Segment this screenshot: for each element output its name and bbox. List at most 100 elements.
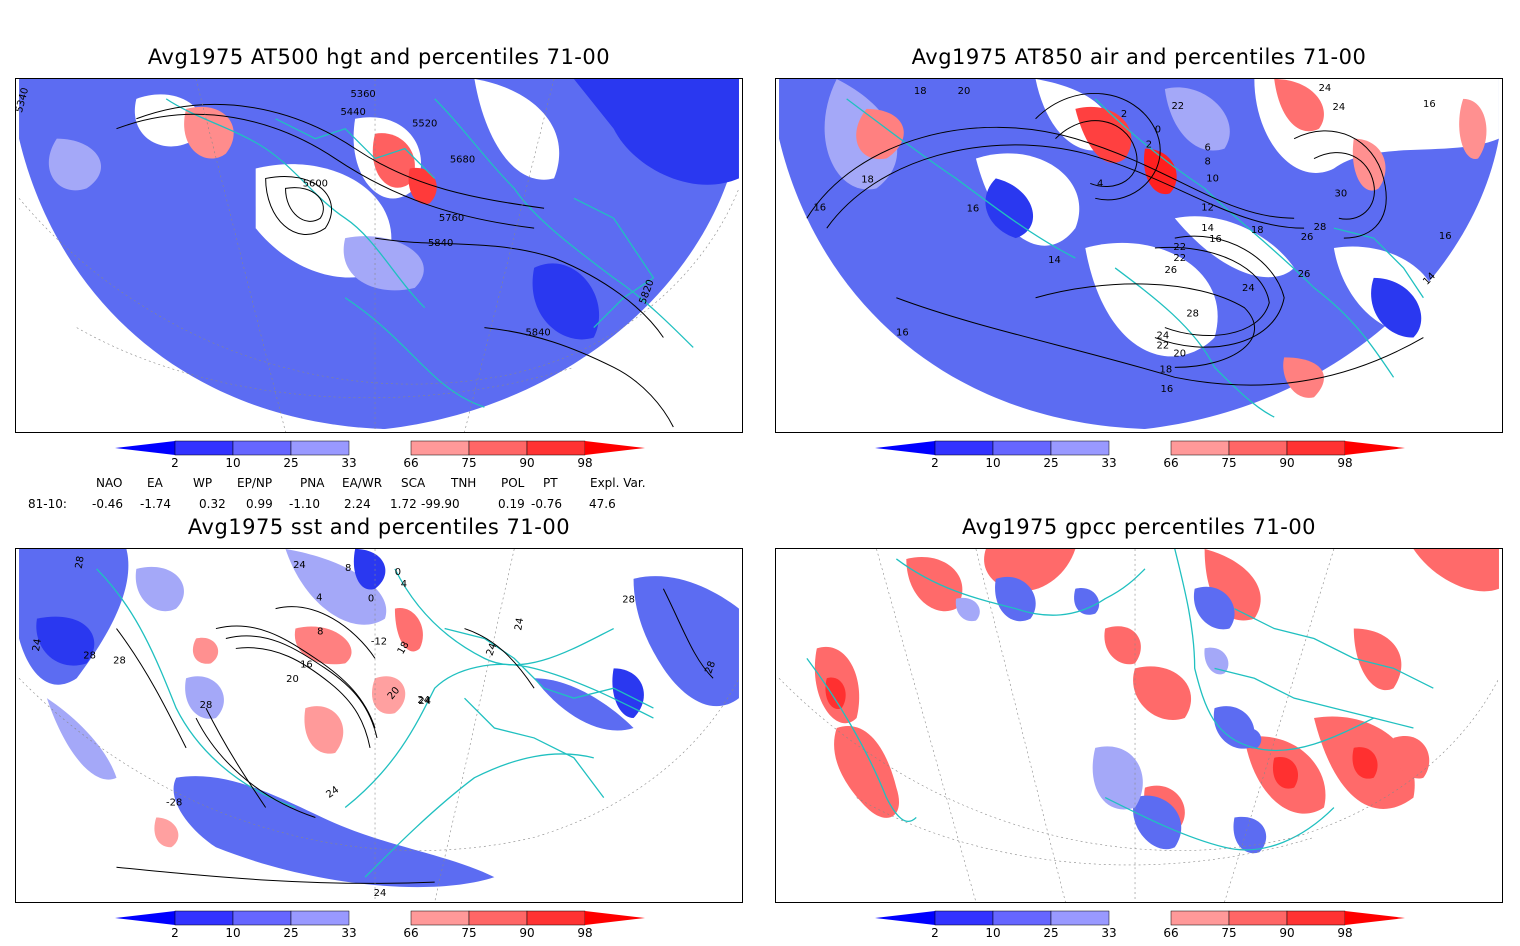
contour-label: 20 [958, 86, 971, 97]
contour-label: 16 [813, 202, 826, 213]
contour-label: 5440 [340, 107, 365, 118]
contour-label: 24 [293, 560, 306, 571]
contour-label: 5840 [525, 328, 550, 339]
index-header: PNA [300, 476, 325, 490]
contour-label: 22 [1173, 242, 1186, 253]
contour-label: 2 [1121, 109, 1127, 120]
index-value: -0.76 [531, 497, 563, 511]
contour-label: 4 [1097, 178, 1103, 189]
colorbar-arrow-low [115, 911, 175, 925]
colorbar-arrow-low [875, 441, 935, 455]
colorbar-label: 90 [519, 456, 535, 470]
contour-label: 14 [1048, 255, 1061, 266]
contour-label: 26 [1301, 232, 1314, 243]
colorbar-labels: 2 10 25 33 66 75 90 98 [115, 926, 645, 940]
map-hgt-svg: 5340 5360 5440 5520 5600 5680 5760 5840 … [16, 79, 740, 432]
colorbar-label: 98 [577, 926, 593, 940]
colorbar-label: 25 [283, 926, 299, 940]
colorbar-label: 10 [225, 926, 241, 940]
contour-label: 28 [1186, 309, 1199, 320]
index-header: EA [147, 476, 163, 490]
colorbar-label: 33 [1101, 926, 1117, 940]
map-sst-svg: 28 24 28 28 24 8 4 0 0 4 -12 18 8 16 20 … [18, 549, 740, 902]
index-value: -1.74 [140, 497, 172, 511]
index-value: -0.46 [92, 497, 124, 511]
colorbar-arrow-high [585, 441, 645, 455]
index-value: -1.10 [289, 497, 321, 511]
contour-label: 6 [1204, 143, 1210, 154]
contour-label: 28 [83, 650, 96, 661]
colorbar-svg [115, 440, 645, 456]
colorbar-label: 10 [985, 926, 1001, 940]
colorbar-label: 75 [1221, 456, 1237, 470]
contour-label: 18 [396, 640, 412, 656]
index-value: -99.90 [421, 497, 460, 511]
contour-label: 24 [418, 696, 431, 707]
contour-label: 5760 [439, 213, 464, 224]
contour-label: 24 [374, 888, 387, 899]
colorbar-label: 66 [1163, 456, 1179, 470]
colorbar-label: 75 [461, 456, 477, 470]
index-headers: NAO EA WP EP/NP PNA EA/WR SCA TNH POL PT… [0, 476, 760, 492]
contour-label: 8 [345, 563, 351, 574]
contour-label: -12 [371, 636, 387, 647]
map-air-svg: 18 20 22 24 24 16 2 0 2 6 8 4 10 12 14 1… [779, 79, 1499, 430]
contour-label: 16 [300, 659, 313, 670]
contour-label: 0 [1155, 125, 1161, 136]
colorbar-label: 75 [461, 926, 477, 940]
colorbar-label: 66 [1163, 926, 1179, 940]
index-header: WP [193, 476, 213, 490]
colorbar-bottom-right: 2 10 25 33 66 75 90 98 [875, 910, 1405, 946]
colorbar-label: 10 [985, 456, 1001, 470]
colorbar-label: 2 [171, 456, 179, 470]
contour-label: 26 [1298, 269, 1311, 280]
contour-label: 18 [1251, 225, 1264, 236]
colorbar-top-left: 2 10 25 33 66 75 90 98 [115, 440, 645, 476]
contour-label: 22 [1171, 101, 1184, 112]
colorbar-label: 75 [1221, 926, 1237, 940]
colorbar-label: 2 [931, 926, 939, 940]
contour-label: 4 [316, 593, 322, 604]
index-value: 0.19 [498, 497, 525, 511]
index-value: 1.72 [390, 497, 417, 511]
colorbar-label: 33 [341, 456, 357, 470]
contour-label: 16 [1423, 99, 1436, 110]
contour-label: 2 [1146, 140, 1152, 151]
contour-label: 16 [967, 203, 980, 214]
index-header: POL [501, 476, 525, 490]
contour-label: 24 [1319, 83, 1332, 94]
colorbar-labels: 2 10 25 33 66 75 90 98 [875, 456, 1405, 470]
contour-label: 0 [368, 594, 374, 605]
contour-label: 18 [861, 174, 874, 185]
colorbar-label: 66 [403, 926, 419, 940]
colorbar-label: 10 [225, 456, 241, 470]
colorbar-label: 25 [1043, 926, 1059, 940]
contour-label: 14 [1201, 223, 1214, 234]
index-header: EP/NP [237, 476, 273, 490]
index-value: 0.99 [246, 497, 273, 511]
contour-label: 24 [1157, 331, 1170, 342]
colorbar-arrow-high [585, 911, 645, 925]
colorbar-svg [875, 910, 1405, 926]
colorbar-arrow-high [1345, 441, 1405, 455]
contour-label: 28 [1314, 222, 1327, 233]
contour-label: 24 [513, 617, 526, 631]
map-gpcc-svg [778, 549, 1500, 902]
contour-label: 24 [485, 642, 500, 658]
contour-label: 16 [1209, 234, 1222, 245]
contour-label: 24 [417, 695, 430, 706]
contour-label: 8 [1204, 157, 1210, 168]
contour-label: 4 [401, 579, 407, 590]
colorbar-svg [875, 440, 1405, 456]
contour-label: 5600 [303, 178, 328, 189]
index-row-label: 81-10: [28, 497, 67, 511]
colorbar-label: 90 [1279, 926, 1295, 940]
contour-label: 28 [74, 555, 87, 569]
contour-label: 20 [1173, 348, 1186, 359]
colorbar-label: 33 [341, 926, 357, 940]
contour-label: 5360 [350, 89, 375, 100]
colorbar-label: 33 [1101, 456, 1117, 470]
contour-label: 16 [896, 328, 909, 339]
index-header: PT [543, 476, 558, 490]
colorbar-label: 98 [1337, 456, 1353, 470]
